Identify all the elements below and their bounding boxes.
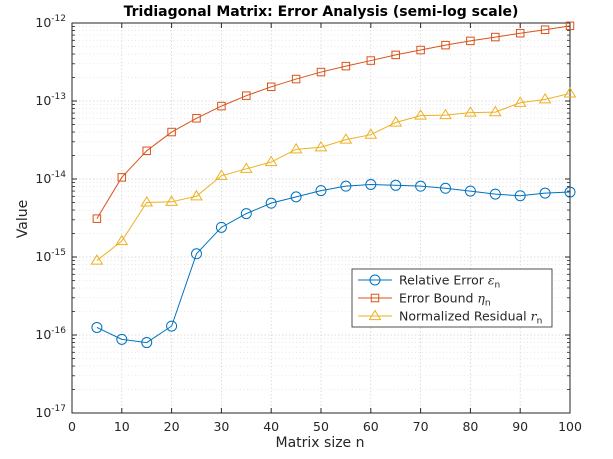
x-tick-label: 20 xyxy=(164,419,180,434)
series-3-point xyxy=(239,162,253,173)
series-1-point xyxy=(315,185,327,197)
series-3 xyxy=(90,86,577,265)
series-3-point xyxy=(165,195,178,206)
x-tick-label: 30 xyxy=(213,419,229,434)
series-layer xyxy=(90,21,577,349)
series-3-point xyxy=(414,109,427,120)
series-2-point xyxy=(217,101,226,111)
series-2-point xyxy=(515,28,525,38)
series-2-point xyxy=(366,56,376,65)
series-2-point xyxy=(167,127,176,137)
series-3-point xyxy=(90,254,104,265)
series-3-line xyxy=(96,92,571,261)
series-1 xyxy=(91,179,576,349)
series-1-point xyxy=(390,179,402,191)
series-3-point xyxy=(140,196,154,207)
series-3-point xyxy=(464,106,477,117)
series-2-point xyxy=(192,114,201,123)
series-1-point xyxy=(290,191,302,203)
series-3-point xyxy=(538,92,552,104)
series-3-point xyxy=(339,133,353,144)
series-1-point xyxy=(166,320,178,332)
series-2-point xyxy=(142,146,151,156)
series-1-point xyxy=(539,187,551,199)
series-3-point xyxy=(289,142,303,154)
y-axis-label: Value xyxy=(15,200,31,238)
series-2-point xyxy=(466,36,475,46)
series-3-point xyxy=(563,86,577,98)
x-tick-label: 40 xyxy=(263,419,279,434)
series-1-point xyxy=(365,179,377,191)
series-2-point xyxy=(341,61,351,71)
series-1-point xyxy=(141,337,153,349)
series-2-point xyxy=(291,74,301,84)
x-tick-label: 70 xyxy=(413,419,429,434)
x-tick-label: 10 xyxy=(114,419,130,434)
series-1-point xyxy=(464,185,476,197)
series-3-point xyxy=(215,169,228,180)
legend-marker xyxy=(368,309,382,321)
series-1-point xyxy=(265,197,277,209)
series-3-point xyxy=(314,140,328,152)
series-3-point xyxy=(488,105,502,117)
series-1-point xyxy=(489,188,501,200)
series-2-point xyxy=(316,67,326,77)
series-3-point xyxy=(439,108,452,120)
series-2 xyxy=(92,21,575,223)
series-2-point xyxy=(117,173,127,182)
series-2-point xyxy=(416,45,425,55)
series-3-point xyxy=(264,155,278,167)
series-2-point xyxy=(491,32,500,42)
series-1-line xyxy=(96,184,571,344)
series-2-point xyxy=(266,82,276,92)
legend-marker xyxy=(369,274,381,286)
x-tick-label: 50 xyxy=(313,419,329,434)
series-3-point xyxy=(190,189,203,201)
series-2-point xyxy=(565,21,575,31)
legend-label: Error Bound ηn xyxy=(399,291,491,309)
series-3-point xyxy=(364,128,378,139)
series-1-point xyxy=(514,190,526,202)
legend-label: Relative Error εn xyxy=(399,273,500,291)
series-2-point xyxy=(441,40,450,50)
grid xyxy=(72,23,570,413)
x-axis-label: Matrix size n xyxy=(276,435,365,451)
series-1-point xyxy=(191,248,202,260)
x-tick-label: 80 xyxy=(462,419,478,434)
series-3-point xyxy=(115,234,129,246)
series-1-point xyxy=(415,180,427,192)
series-1-point xyxy=(440,182,451,194)
series-1-point xyxy=(91,321,103,333)
series-2-point xyxy=(242,91,251,100)
x-tick-label: 90 xyxy=(512,419,528,434)
x-tick-label: 60 xyxy=(363,419,379,434)
series-1-point xyxy=(116,333,128,345)
x-tick-label: 0 xyxy=(68,419,76,434)
legend-label: Normalized Residual rn xyxy=(399,309,542,327)
series-3-point xyxy=(389,116,403,127)
series-1-point xyxy=(240,208,252,220)
series-1-point xyxy=(340,180,352,192)
series-3-point xyxy=(513,96,527,107)
x-tick-label: 100 xyxy=(558,419,582,434)
chart-title: Tridiagonal Matrix: Error Analysis (semi… xyxy=(124,4,519,20)
series-1-point xyxy=(564,186,576,198)
series-1-point xyxy=(215,221,227,233)
series-2-point xyxy=(391,50,400,60)
series-2-point xyxy=(540,25,550,34)
series-2-point xyxy=(92,214,102,223)
legend-marker xyxy=(370,293,380,303)
